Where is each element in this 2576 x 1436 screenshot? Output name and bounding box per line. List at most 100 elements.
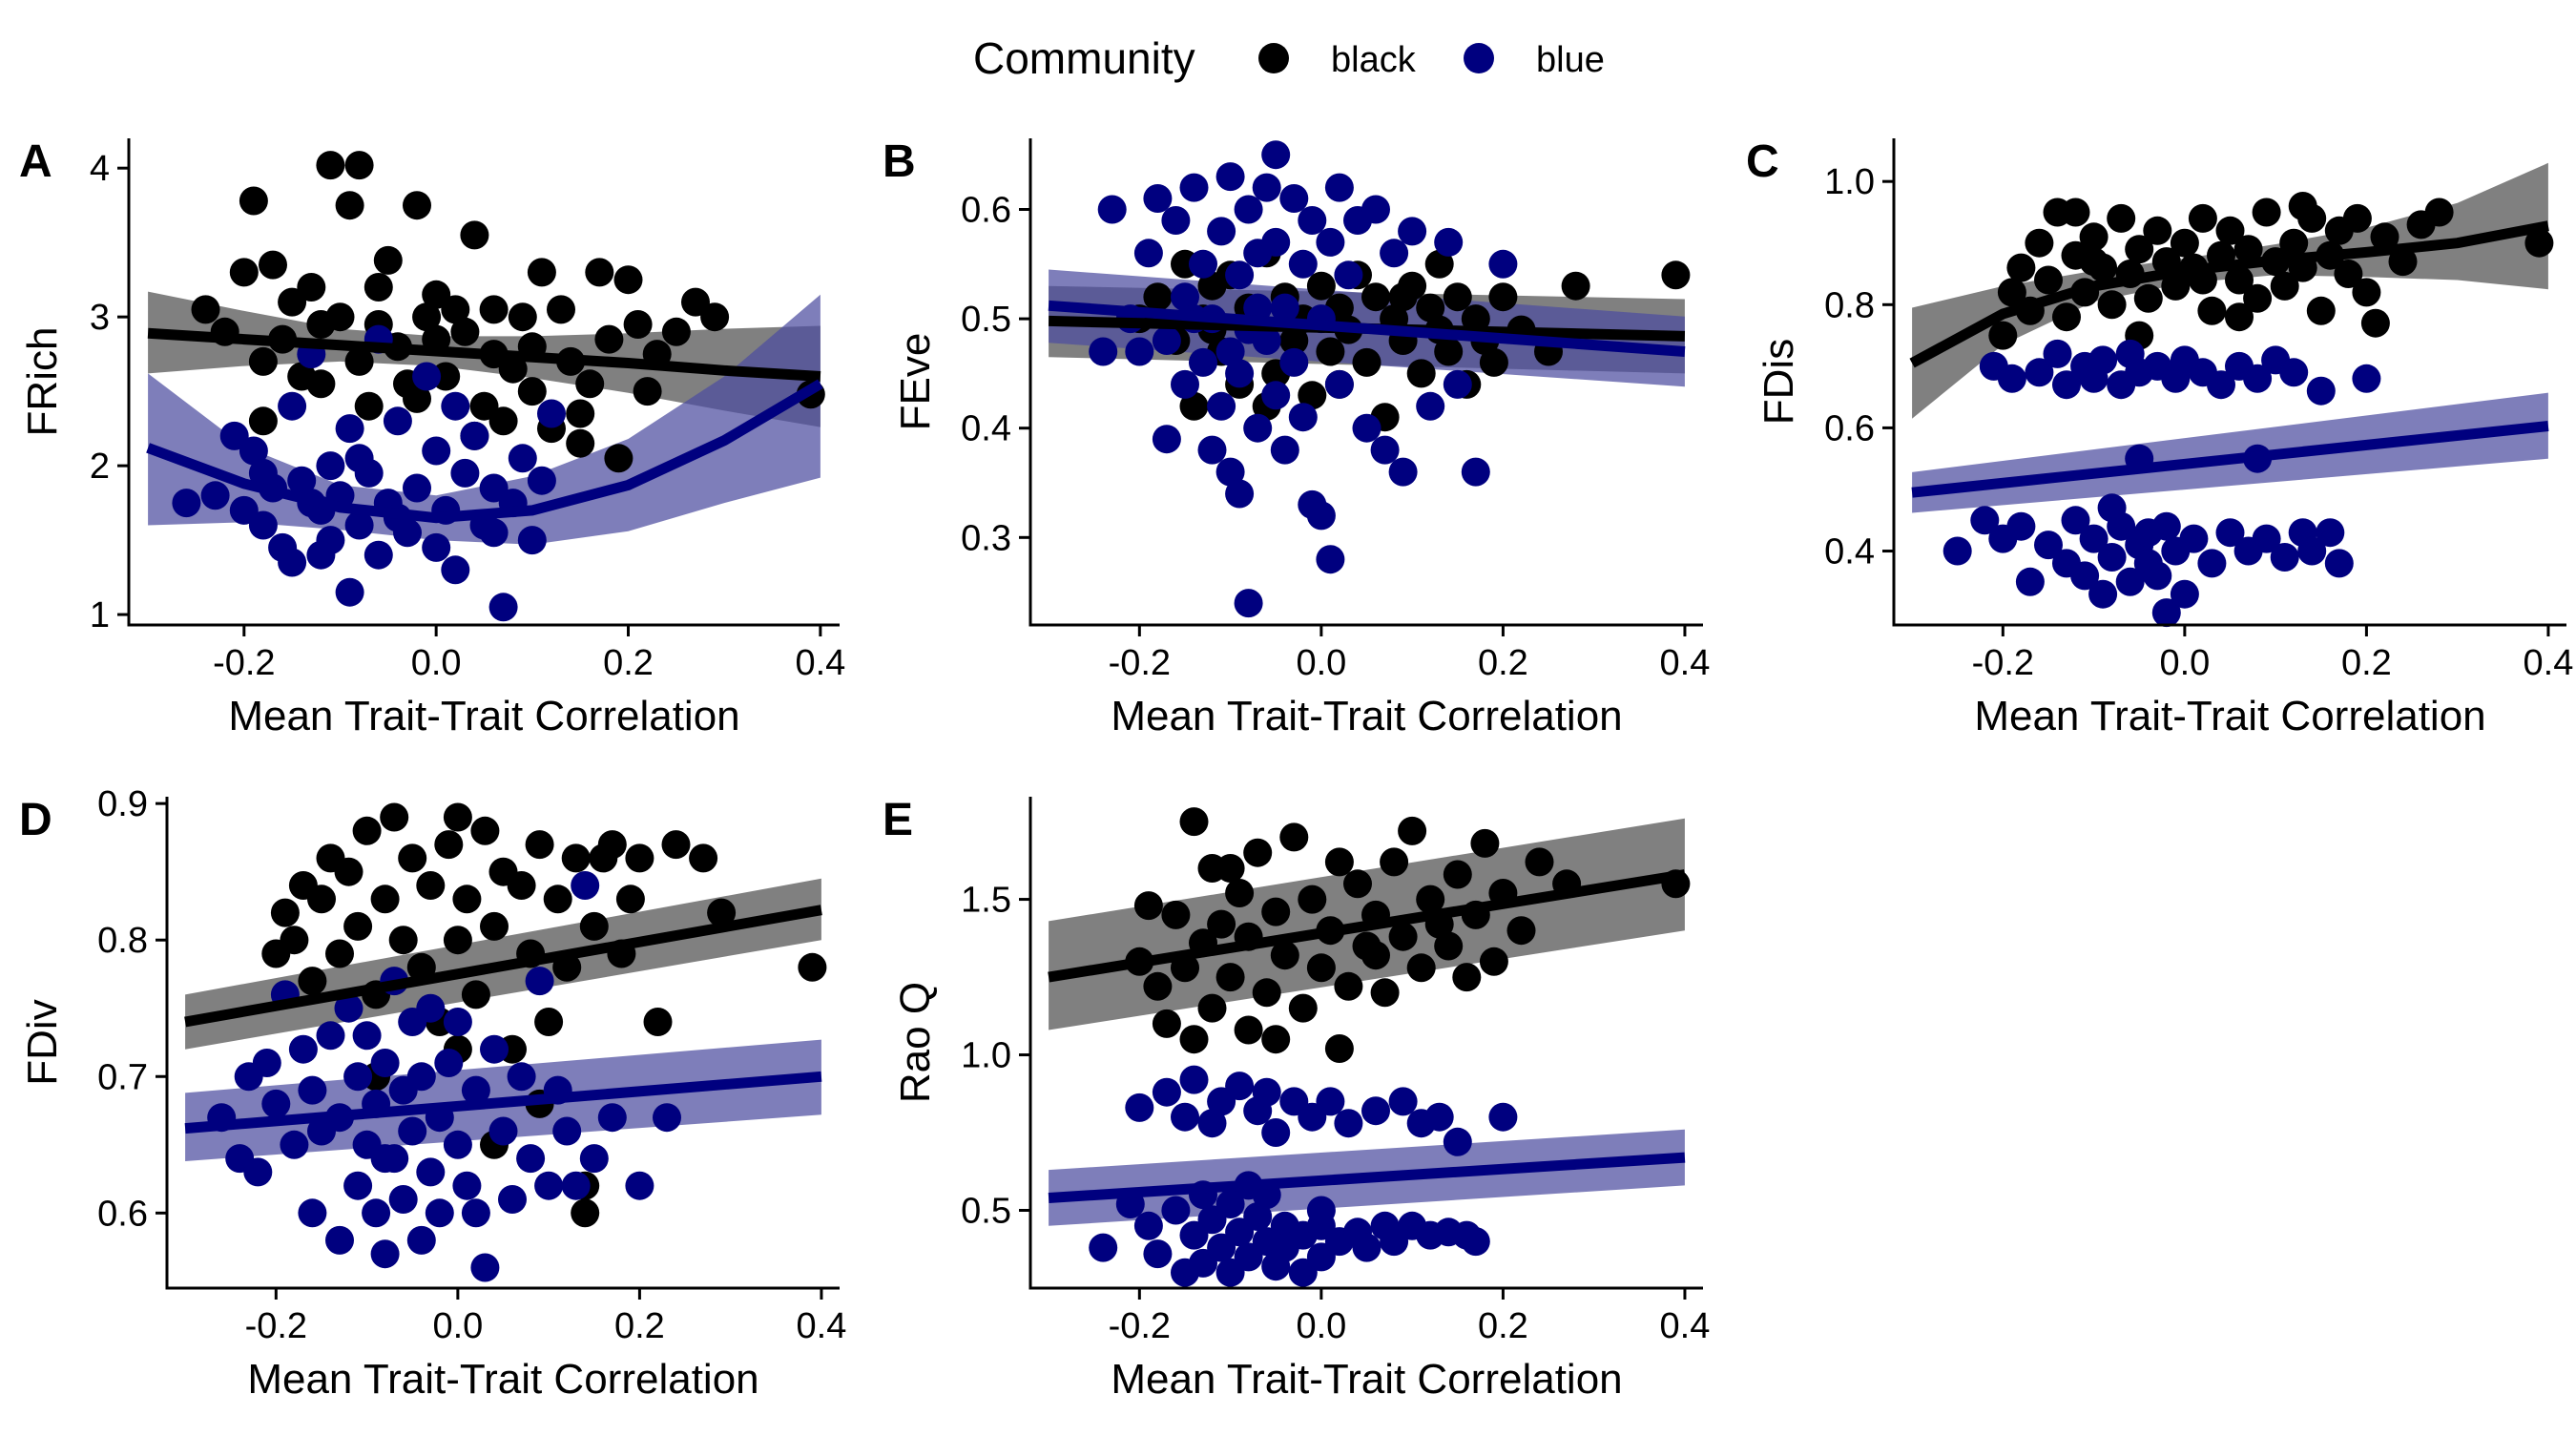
x-tick-label: 0.0 (411, 643, 462, 683)
data-point-blue (2151, 511, 2181, 541)
data-point-blue (1225, 1072, 1255, 1101)
y-tick-label: 0.6 (961, 190, 1011, 230)
data-point-blue (316, 451, 345, 481)
data-point-black (1324, 847, 1354, 877)
data-point-black (507, 871, 536, 900)
data-point-blue (1942, 536, 1972, 566)
fit-line-black (184, 905, 822, 1028)
data-point-blue (2143, 561, 2172, 591)
points-blue (1942, 339, 2381, 628)
data-point-black (1416, 293, 1445, 323)
data-point-black (398, 843, 427, 873)
fit-line-black (147, 327, 821, 382)
data-point-blue (1252, 173, 1281, 202)
data-point-blue (1225, 479, 1255, 509)
y-tick-label: 0.6 (97, 1194, 148, 1234)
fit-line-blue (1911, 421, 2549, 498)
data-point-blue (1306, 1196, 1336, 1225)
data-point-black (525, 830, 554, 860)
data-point-blue (461, 1198, 490, 1228)
data-point-black (2225, 265, 2254, 295)
data-point-black (1406, 359, 1436, 388)
data-point-black (325, 939, 354, 968)
data-point-blue (1234, 195, 1263, 224)
data-point-blue (1279, 347, 1309, 377)
data-point-blue (370, 1049, 400, 1077)
data-point-black (2079, 222, 2109, 252)
data-point-black (1506, 916, 1536, 946)
fit-line-blue (184, 1071, 822, 1134)
data-point-black (2170, 228, 2199, 258)
data-point-black (191, 295, 220, 324)
data-point-black (1133, 891, 1163, 921)
data-point-black (2370, 222, 2399, 252)
panel-A: A -0.2 0.0 0.2 0.4 1 2 3 4 Mean Trait-Trait Corre… (19, 136, 845, 739)
data-point-blue (2279, 358, 2309, 387)
data-point-blue (306, 540, 336, 570)
y-tick-label: 1.0 (961, 1036, 1011, 1076)
x-tick-label: 0.0 (2159, 643, 2210, 683)
data-point-black (297, 273, 326, 302)
data-point-black (1452, 963, 1482, 992)
data-point-blue (2006, 511, 2036, 541)
data-point-blue (298, 1198, 327, 1228)
data-point-black (1380, 847, 1409, 877)
data-point-blue (508, 444, 537, 473)
data-point-black (1361, 282, 1390, 312)
data-point-black (2079, 247, 2109, 277)
data-point-black (1424, 249, 1454, 279)
data-point-black (441, 295, 470, 324)
points-black (1988, 192, 2554, 350)
data-point-blue (2088, 345, 2118, 375)
y-tick-label: 0.9 (97, 784, 148, 824)
x-axis-title: Mean Trait-Trait Correlation (247, 1356, 758, 1403)
data-point-blue (1261, 1118, 1291, 1147)
data-point-black (434, 830, 464, 860)
y-tick-label: 1.0 (1824, 162, 1875, 202)
data-point-blue (571, 871, 600, 900)
data-point-blue (362, 1198, 391, 1228)
x-axis-title: Mean Trait-Trait Correlation (1111, 1356, 1622, 1403)
data-point-black (1215, 854, 1245, 883)
fit-line-blue (1048, 300, 1686, 357)
data-point-black (306, 369, 336, 399)
x-tick-label: 0.0 (1296, 1306, 1346, 1346)
data-point-blue (325, 1225, 354, 1255)
data-point-blue (1171, 369, 1199, 399)
data-point-black (1179, 1025, 1209, 1054)
data-point-black (344, 346, 374, 376)
confidence-band-blue (148, 294, 821, 545)
data-point-black (2052, 302, 2081, 332)
data-point-blue (2070, 561, 2100, 591)
data-point-black (1988, 321, 2018, 350)
data-point-blue (1152, 326, 1181, 355)
data-point-blue (219, 421, 249, 450)
data-point-black (798, 952, 827, 982)
data-point-black (1343, 869, 1372, 899)
data-point-black (613, 265, 643, 295)
data-point-black (2161, 271, 2191, 301)
data-point-blue (335, 577, 364, 607)
data-point-black (2006, 253, 2036, 282)
data-point-blue (370, 1144, 400, 1174)
data-point-blue (2043, 339, 2072, 368)
data-point-black (452, 884, 482, 914)
data-point-blue (2297, 536, 2327, 566)
data-point-blue (288, 1034, 318, 1064)
data-point-blue (1197, 1109, 1227, 1138)
data-point-blue (280, 1130, 309, 1159)
data-point-black (566, 428, 595, 458)
data-point-blue (1215, 457, 1245, 487)
y-tick-label: 0.5 (961, 1192, 1011, 1232)
data-point-black (278, 287, 307, 317)
data-point-blue (1143, 1239, 1173, 1269)
data-point-blue (1361, 195, 1390, 224)
data-point-black (2125, 235, 2154, 264)
data-point-blue (1352, 413, 1381, 443)
data-point-black (1270, 941, 1299, 970)
y-tick-label: 0.7 (97, 1057, 148, 1097)
data-point-blue (1143, 184, 1173, 213)
data-point-blue (1179, 1065, 1209, 1094)
data-point-blue (1488, 249, 1518, 279)
data-point-black (2215, 216, 2245, 245)
